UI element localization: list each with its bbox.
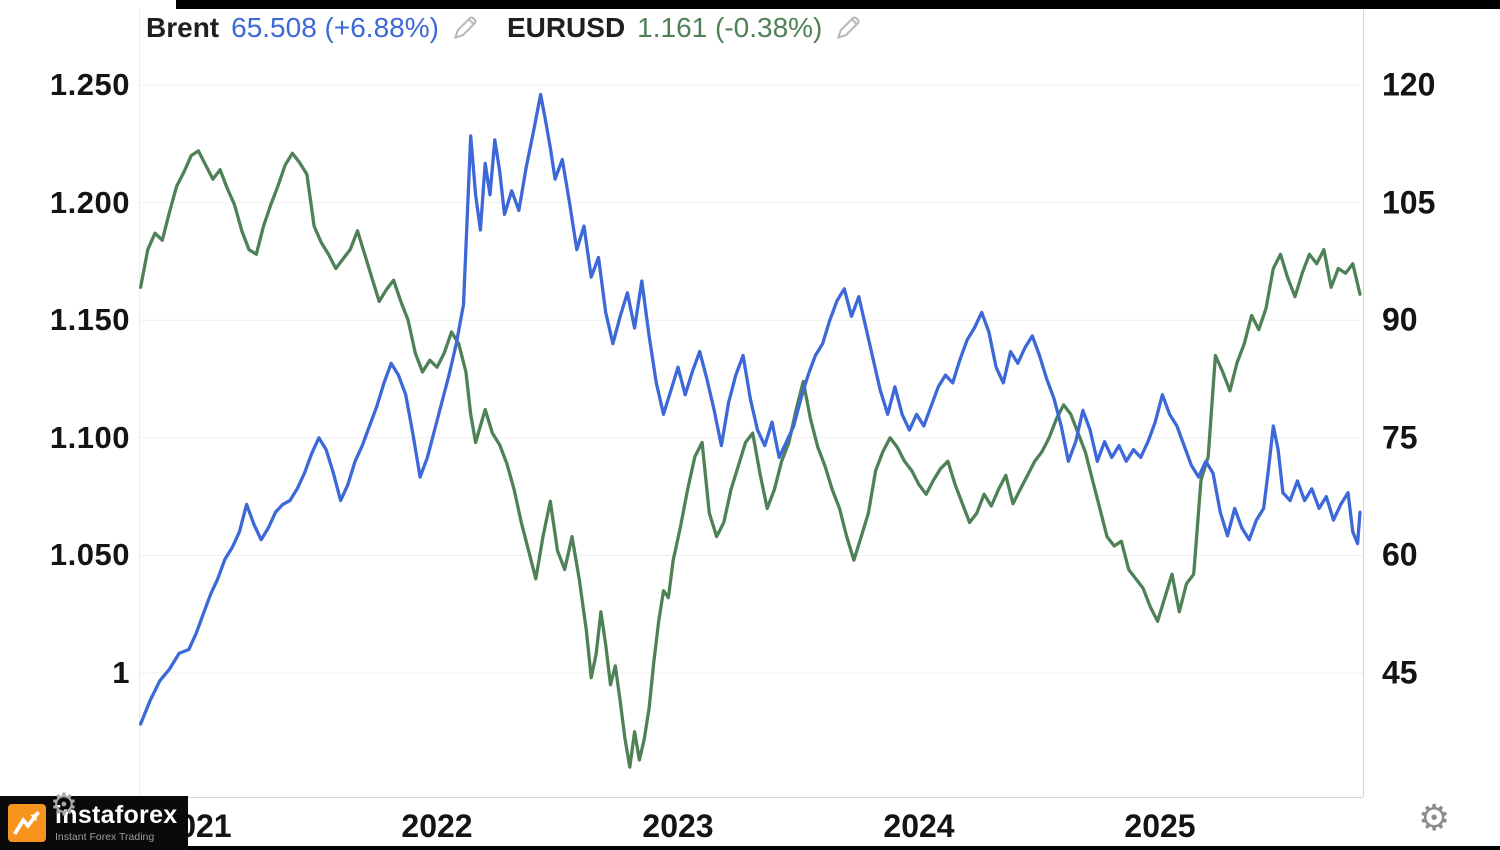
x-axis-tick-2023: 2023: [642, 808, 714, 844]
edit-pencil-icon[interactable]: [449, 12, 481, 44]
x-axis-tick-2024: 2024: [883, 808, 955, 844]
left-axis-tick-1.050: 1.050: [49, 537, 130, 573]
left-axis-tick-1.150: 1.150: [49, 302, 130, 338]
legend-eurusd-label: EURUSD: [506, 12, 626, 43]
bottom-black-bar: [0, 846, 1500, 850]
legend-brent-value: 65.508 (+6.88%): [231, 12, 439, 43]
logo-brand-text: instaforex: [55, 801, 178, 829]
left-axis-tick-1.250: 1.250: [49, 67, 130, 102]
right-axis-tick-45: 45: [1382, 654, 1418, 691]
settings-gear-icon[interactable]: ⚙: [1418, 797, 1451, 838]
top-black-bar: [176, 0, 1500, 9]
instaforex-logo-panel: instaforex Instant Forex Trading: [0, 796, 188, 850]
eurusd-price-line[interactable]: [139, 149, 1362, 769]
right-axis-tick-60: 60: [1382, 536, 1418, 573]
settings-gear-icon-small[interactable]: ⚙: [50, 787, 78, 822]
right-axis-tick-120: 120: [1382, 66, 1436, 103]
x-axis-tick-2022: 2022: [401, 808, 473, 844]
time-axis: 2021 2022 2023 2024 2025: [0, 806, 1500, 848]
instaforex-logo-icon: [8, 804, 46, 842]
right-axis-tick-90: 90: [1382, 301, 1418, 338]
left-axis-tick-1.100: 1.100: [49, 419, 130, 455]
legend-eurusd-value: 1.161 (-0.38%): [637, 12, 823, 43]
left-axis-tick-1.200: 1.200: [49, 184, 130, 220]
logo-tagline-text: Instant Forex Trading: [55, 831, 155, 843]
left-price-axis: 1.250 1.200 1.150 1.100 1.050 1: [0, 0, 132, 800]
edit-pencil-icon[interactable]: [832, 12, 864, 44]
right-axis-tick-105: 105: [1382, 184, 1436, 221]
right-price-axis: 120 105 90 75 60 45: [1382, 0, 1497, 800]
legend: Brent 65.508 (+6.88%) EURUSD 1.161 (-0.3…: [146, 12, 890, 44]
left-axis-tick-1: 1: [112, 655, 130, 690]
brent-price-line[interactable]: [139, 92, 1362, 726]
right-axis-tick-75: 75: [1382, 419, 1418, 456]
x-axis-tick-2025: 2025: [1124, 808, 1196, 844]
legend-brent-label: Brent: [146, 12, 220, 43]
